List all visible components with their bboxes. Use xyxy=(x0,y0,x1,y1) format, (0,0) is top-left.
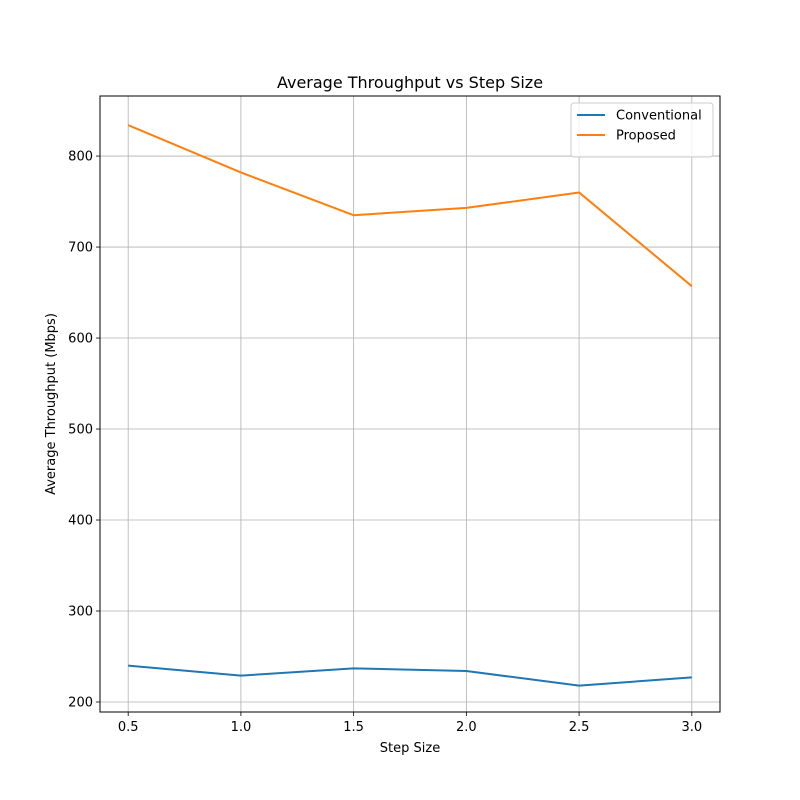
series-line-proposed xyxy=(127,124,693,287)
y-tick-label: 200 xyxy=(68,695,93,710)
y-tick-label: 700 xyxy=(68,241,93,256)
series-line-conventional xyxy=(128,664,692,687)
plot-frame xyxy=(99,95,721,713)
x-axis-ticks: 0.5 1.0 1.5 2.0 2.5 3.0 xyxy=(118,712,702,735)
grid xyxy=(100,96,720,712)
x-tick-label: 3.0 xyxy=(681,720,702,735)
x-tick-label: 2.0 xyxy=(456,720,477,735)
legend: Conventional Proposed xyxy=(570,102,714,158)
x-tick-label: 0.5 xyxy=(118,720,139,735)
y-tick-label: 400 xyxy=(68,514,93,529)
x-axis-label: Step Size xyxy=(380,741,440,756)
legend-box xyxy=(570,102,714,158)
x-tick-label: 1.5 xyxy=(343,720,364,735)
y-tick-label: 800 xyxy=(68,150,93,165)
y-tick-label: 500 xyxy=(68,423,93,438)
legend-label-proposed: Proposed xyxy=(616,129,676,144)
x-tick-label: 1.0 xyxy=(231,720,252,735)
chart-title: Average Throughput vs Step Size xyxy=(277,73,543,92)
y-axis-ticks: 200 300 400 500 600 700 800 xyxy=(68,150,100,710)
legend-label-conventional: Conventional xyxy=(616,109,702,124)
series-lines xyxy=(127,124,693,687)
y-tick-label: 300 xyxy=(68,605,93,620)
y-tick-label: 600 xyxy=(68,332,93,347)
y-axis-label: Average Throughput (Mbps) xyxy=(44,313,59,495)
x-tick-label: 2.5 xyxy=(569,720,590,735)
